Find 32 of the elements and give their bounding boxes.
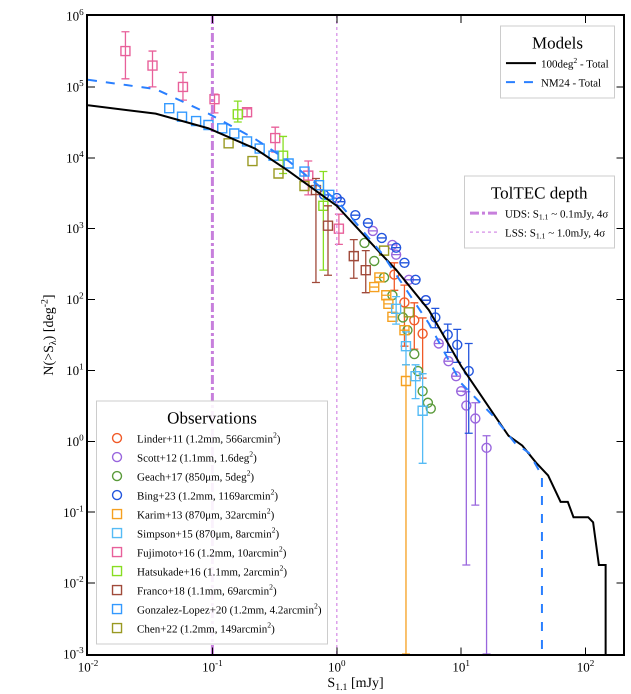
x-tick-label: 10$^{-1}$ bbox=[202, 658, 223, 674]
y-tick-label: 10$^{-1}$ bbox=[63, 503, 84, 520]
y-tick-label: 10$^{2}$ bbox=[66, 290, 84, 308]
legend-label: Franco+18 (1.1mm, 69arcmin$^{2}$) bbox=[137, 582, 277, 598]
y-tick-label: 10$^{1}$ bbox=[66, 362, 84, 378]
text: Observations bbox=[167, 408, 257, 428]
legend-label: Geach+17 (850μm, 5deg$^{2}$) bbox=[137, 468, 254, 484]
y-tick-label: 10$^{0}$ bbox=[66, 432, 84, 449]
legend-label: Gonzalez-Lopez+20 (1.2mm, 4.2arcmin$^{2}$) bbox=[137, 602, 322, 616]
y-tick-label: 10$^{-2}$ bbox=[63, 574, 84, 591]
legend-label: Simpson+15 (870μm, 8arcmin$^{2}$) bbox=[137, 526, 280, 540]
legend-label: Linder+11 (1.2mm, 566arcmin$^{2}$) bbox=[137, 430, 281, 446]
text: Models bbox=[532, 34, 583, 53]
text: TolTEC depth bbox=[490, 184, 588, 203]
legend-label: Bing+23 (1.2mm, 1169arcmin$^{2}$) bbox=[137, 488, 278, 502]
legend-label: LSS: S$_{1.1}$ ~ 1.0mJy, 4σ bbox=[504, 227, 606, 241]
y-tick-label: 10$^{5}$ bbox=[66, 78, 84, 94]
legend-label: 100deg$^{2}$ - Total bbox=[540, 56, 609, 70]
x-axis-title: S$_{1.1}$ [mJy] bbox=[327, 676, 384, 694]
y-tick-label: 10$^{6}$ bbox=[66, 7, 84, 24]
legend-label: Hatsukade+16 (1.1mm, 2arcmin$^{2}$) bbox=[137, 564, 288, 578]
legend-label: UDS: S$_{1.1}$ ~ 0.1mJy, 4σ bbox=[504, 208, 608, 222]
y-tick-label: 10$^{3}$ bbox=[66, 220, 84, 236]
y-tick-label: 10$^{4}$ bbox=[66, 148, 84, 166]
legend-label: Karim+13 (870μm, 32arcmin$^{2}$) bbox=[137, 506, 275, 522]
x-tick-label: 10$^{0}$ bbox=[328, 658, 346, 674]
legend-label: Fujimoto+16 (1.2mm, 10arcmin$^{2}$) bbox=[137, 544, 287, 560]
legend-label: NM24 - Total bbox=[540, 77, 602, 90]
legend-label: Scott+12 (1.1mm, 1.6deg$^{2}$) bbox=[137, 450, 258, 464]
x-tick-label: 10$^{1}$ bbox=[452, 658, 470, 674]
legend-label: Chen+22 (1.2mm, 149arcmin$^{2}$) bbox=[137, 620, 276, 636]
x-tick-label: 10$^{2}$ bbox=[576, 658, 595, 674]
